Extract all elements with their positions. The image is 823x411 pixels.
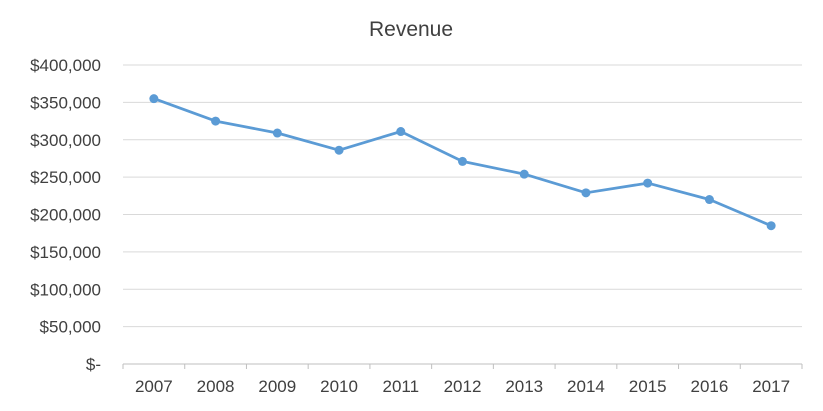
- x-tick-label: 2015: [629, 377, 667, 396]
- y-tick-label: $350,000: [30, 93, 101, 112]
- y-tick-label: $200,000: [30, 206, 101, 225]
- x-tick-label: 2007: [135, 377, 173, 396]
- y-tick-label: $250,000: [30, 168, 101, 187]
- x-tick-label: 2013: [505, 377, 543, 396]
- chart-title: Revenue: [369, 18, 453, 41]
- data-point: [519, 169, 529, 179]
- y-axis-tick-labels: $- $50,000 $100,000 $150,000 $200,000 $250,00…: [30, 56, 101, 374]
- x-tick-label: 2016: [690, 377, 728, 396]
- y-tick-label: $300,000: [30, 131, 101, 150]
- data-point: [704, 195, 714, 205]
- data-point: [149, 94, 159, 104]
- x-tick-label: 2010: [320, 377, 358, 396]
- data-point: [766, 221, 776, 231]
- y-tick-label: $150,000: [30, 243, 101, 262]
- data-point: [458, 156, 467, 166]
- y-tick-label: $400,000: [30, 56, 101, 75]
- data-point: [211, 116, 221, 126]
- x-tick-label: 2009: [258, 377, 296, 396]
- y-tick-label: $50,000: [40, 318, 101, 337]
- data-point: [643, 178, 653, 188]
- revenue-series: [149, 94, 776, 231]
- x-tick-label: 2011: [382, 377, 419, 396]
- x-tick-label: 2014: [567, 377, 605, 396]
- x-tick-label: 2017: [752, 377, 790, 396]
- y-tick-label: $100,000: [30, 280, 101, 299]
- data-point: [272, 128, 282, 138]
- x-axis: [122, 363, 803, 369]
- y-tick-label: $-: [86, 355, 101, 374]
- data-point: [334, 145, 344, 155]
- x-tick-label: 2008: [197, 377, 235, 396]
- x-tick-label: 2012: [444, 377, 482, 396]
- x-axis-tick-labels: 2007 2008 2009 2010 2011 2012 2013 2014 2015 2016…: [135, 377, 790, 396]
- data-point: [396, 127, 406, 137]
- gridlines: [123, 64, 802, 328]
- data-point: [581, 188, 591, 198]
